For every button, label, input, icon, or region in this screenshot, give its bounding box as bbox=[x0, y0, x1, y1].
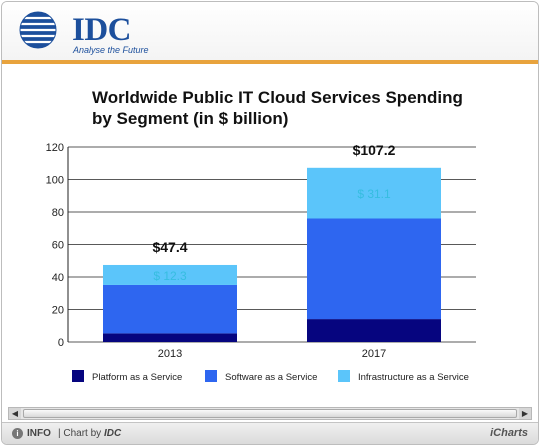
scroll-right-icon[interactable]: ▶ bbox=[519, 408, 531, 419]
credit-brand: IDC bbox=[103, 428, 122, 439]
chart-title: Worldwide Public IT Cloud Services Spend… bbox=[92, 87, 522, 129]
footer: i INFO | Chart by IDC iCharts bbox=[2, 422, 538, 444]
scroll-thumb[interactable] bbox=[23, 409, 517, 418]
legend-item[interactable]: Software as a Service bbox=[205, 370, 317, 383]
chart-title-line-2: by Segment (in $ billion) bbox=[92, 109, 289, 128]
chart-credit: | Chart by IDC bbox=[58, 428, 121, 439]
y-tick-label: 120 bbox=[46, 142, 64, 154]
legend-swatch bbox=[72, 370, 84, 382]
bars bbox=[103, 167, 441, 342]
legend-label: Software as a Service bbox=[225, 372, 317, 383]
y-tick-label: 100 bbox=[46, 175, 64, 187]
bar-segment[interactable] bbox=[307, 319, 441, 342]
x-tick-label: 2013 bbox=[158, 348, 182, 360]
y-tick-label: 20 bbox=[52, 305, 64, 317]
chart-title-line-1: Worldwide Public IT Cloud Services Spend… bbox=[92, 88, 463, 107]
bar-chart: $ 12.3 $47.4 $ 31.1 $107.2 0 20 40 60 80 100 120 2… bbox=[46, 142, 476, 383]
segment-value-label: $ 31.1 bbox=[357, 187, 391, 201]
info-icon[interactable]: i bbox=[12, 428, 23, 439]
horizontal-scrollbar[interactable]: ◀ ▶ bbox=[8, 407, 532, 420]
legend-label: Platform as a Service bbox=[92, 372, 182, 383]
bar-segment[interactable] bbox=[103, 264, 237, 285]
bar-segment[interactable] bbox=[103, 333, 237, 342]
accent-bar bbox=[2, 60, 538, 64]
axes: 0 20 40 60 80 100 120 2013 2017 bbox=[46, 142, 387, 360]
scroll-left-icon[interactable]: ◀ bbox=[9, 408, 21, 419]
legend-item[interactable]: Infrastructure as a Service bbox=[338, 370, 469, 383]
x-tick-label: 2017 bbox=[362, 348, 386, 360]
credit-prefix: | Chart by bbox=[58, 428, 102, 439]
header: IDC Analyse the Future bbox=[2, 2, 538, 61]
globe-icon bbox=[19, 11, 57, 49]
logo-wordmark: IDC bbox=[72, 12, 132, 48]
y-tick-label: 60 bbox=[52, 240, 64, 252]
bar-segment[interactable] bbox=[103, 284, 237, 334]
idc-logo[interactable]: IDC Analyse the Future bbox=[16, 10, 156, 55]
bar-total-label: $107.2 bbox=[353, 142, 396, 158]
y-tick-label: 80 bbox=[52, 207, 64, 219]
y-tick-label: 0 bbox=[58, 337, 64, 349]
logo-tagline: Analyse the Future bbox=[73, 45, 149, 55]
legend-item[interactable]: Platform as a Service bbox=[72, 370, 182, 383]
legend-swatch bbox=[205, 370, 217, 382]
bar-total-label: $47.4 bbox=[152, 239, 187, 255]
bar-segment[interactable] bbox=[307, 218, 441, 320]
bar-segment[interactable] bbox=[307, 167, 441, 219]
legend-label: Infrastructure as a Service bbox=[358, 372, 469, 383]
data-labels: $ 12.3 $47.4 $ 31.1 $107.2 bbox=[152, 142, 395, 283]
segment-value-label: $ 12.3 bbox=[153, 269, 187, 283]
y-tick-label: 40 bbox=[52, 272, 64, 284]
icharts-brand[interactable]: iCharts bbox=[490, 427, 528, 439]
info-label[interactable]: INFO bbox=[27, 428, 51, 439]
legend: Platform as a Service Software as a Servi… bbox=[72, 370, 469, 383]
legend-swatch bbox=[338, 370, 350, 382]
